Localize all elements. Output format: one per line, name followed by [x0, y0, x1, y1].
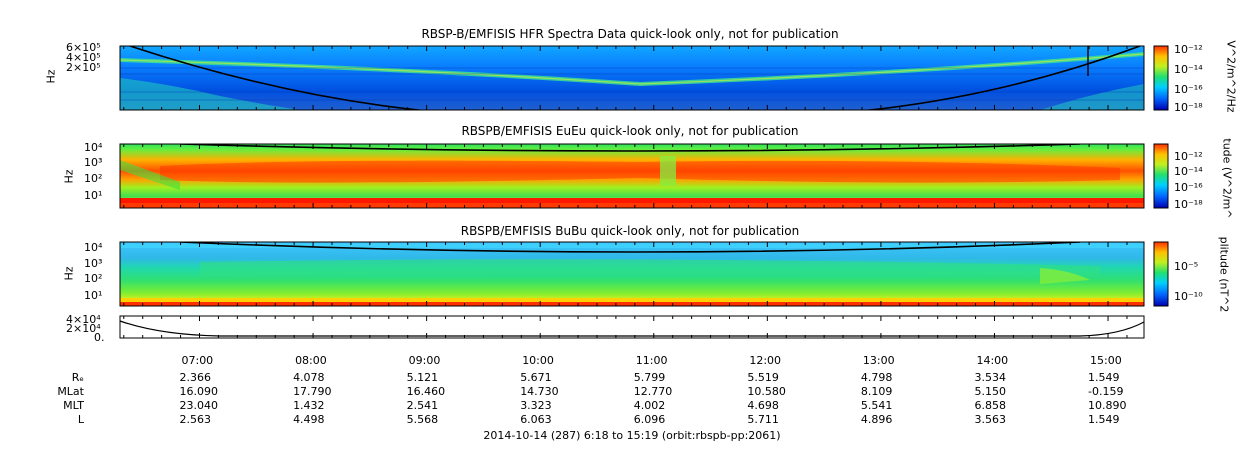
panel-1-title: RBSP-B/EMFISIS HFR Spectra Data quick-lo…: [421, 27, 839, 41]
panel-2-title: RBSPB/EMFISIS EuEu quick-look only, not …: [461, 124, 799, 138]
ephemeris-value: 6.858: [974, 399, 1006, 412]
cb1-tick: 10⁻¹⁴: [1174, 63, 1203, 76]
x-tick-label: 07:00: [181, 354, 214, 367]
bubu-spectrogram: [120, 242, 1144, 306]
cb1-tick: 10⁻¹⁶: [1174, 83, 1203, 96]
x-tick-label: 08:00: [295, 354, 327, 367]
ephemeris-value: 3.534: [974, 371, 1006, 384]
x-tick-label: 15:00: [1090, 354, 1122, 367]
panel-3-ytick: 10²: [84, 272, 103, 285]
panel-1-ytick: 2×10⁵: [66, 61, 101, 74]
cb3-tick: 10⁻⁵: [1174, 260, 1199, 273]
ephemeris-value: 4.078: [293, 371, 325, 384]
cb2-tick: 10⁻¹⁸: [1174, 198, 1203, 211]
panel-2-ytick: 10³: [84, 156, 103, 169]
ephemeris-value: 23.040: [179, 399, 218, 412]
panel-4-ytick: 0.: [94, 331, 105, 344]
colorbar-1: [1153, 45, 1169, 111]
ephemeris-value: 5.541: [860, 399, 893, 412]
cb2-tick: 10⁻¹⁶: [1174, 181, 1203, 194]
ephemeris-value: 1.549: [1088, 413, 1120, 426]
panel-3-ytick: 10¹: [84, 289, 103, 302]
ephemeris-value: 5.121: [406, 371, 439, 384]
ephemeris-value: 4.002: [633, 399, 666, 412]
ephemeris-row-label: MLat: [57, 385, 84, 398]
ephemeris-value: 2.366: [179, 371, 211, 384]
ephemeris-value: 12.770: [633, 385, 673, 398]
panel-3-ytick: 10⁴: [84, 241, 103, 254]
ephemeris-value: 3.323: [520, 399, 552, 412]
colorbar-2: [1153, 143, 1169, 209]
ephemeris-value: 5.671: [520, 371, 552, 384]
ephemeris-value: 16.090: [179, 385, 218, 398]
ephemeris-value: 5.519: [747, 371, 779, 384]
ephemeris-value: 8.109: [860, 385, 893, 398]
panel-2-ytick: 10¹: [84, 189, 103, 202]
ephemeris-value: 5.568: [406, 413, 439, 426]
panel-2-frame: [119, 143, 1145, 209]
ephemeris-value: 4.698: [747, 399, 779, 412]
x-tick-label: 12:00: [749, 354, 782, 367]
panel-1-frame: [119, 45, 1145, 111]
x-axis-ticks: [123, 46, 1128, 338]
ephemeris-value: 16.460: [406, 385, 446, 398]
ephemeris-value: 2.541: [406, 399, 439, 412]
panel-4-ytick: 2×10⁴: [66, 322, 101, 335]
ephemeris-value: 6.063: [520, 413, 552, 426]
ephemeris-value: 4.798: [860, 371, 893, 384]
cb3-tick: 10⁻¹⁰: [1174, 290, 1203, 303]
panel-1-ytick: 6×10⁵: [66, 41, 101, 54]
panel-3-title: RBSPB/EMFISIS BuBu quick-look only, not …: [460, 224, 800, 238]
x-tick-label: 09:00: [408, 354, 441, 367]
ephemeris-row-label: Rₑ: [71, 371, 84, 384]
x-tick-label: 14:00: [976, 354, 1009, 367]
panel-2-ytick: 10²: [84, 172, 103, 185]
ephemeris-value: 10.580: [747, 385, 786, 398]
panel-2-ytick: 10⁴: [84, 141, 103, 154]
ephemeris-value: -0.159: [1088, 385, 1124, 398]
ephemeris-value: 6.096: [633, 413, 666, 426]
ephemeris-value: 4.498: [293, 413, 325, 426]
eueu-spectrogram: [120, 144, 1144, 208]
cb1-tick: 10⁻¹²: [1174, 43, 1203, 56]
ephemeris-row-label: L: [77, 413, 84, 426]
panel-3-ytick: 10³: [84, 257, 103, 270]
ephemeris-value: 4.896: [860, 413, 893, 426]
colorbar-3: [1153, 241, 1169, 307]
line-panel: [119, 315, 1145, 339]
ephemeris-value: 5.711: [747, 413, 779, 426]
hfr-spectrogram: [120, 46, 1144, 110]
panel-4-ytick: 4×10⁴: [66, 313, 101, 326]
x-tick-label: 11:00: [635, 354, 668, 367]
panel-1-ytick: 4×10⁵: [66, 51, 101, 64]
ephemeris-value: 14.730: [520, 385, 559, 398]
panel-3-frame: [119, 241, 1145, 307]
ephemeris-value: 5.150: [974, 385, 1006, 398]
ephemeris-value: 3.563: [974, 413, 1006, 426]
ephemeris-value: 10.890: [1088, 399, 1127, 412]
x-tick-label: 10:00: [522, 354, 554, 367]
ephemeris-value: 1.432: [293, 399, 325, 412]
footer-caption: 2014-10-14 (287) 6:18 to 15:19 (orbit:rb…: [483, 429, 781, 442]
ephemeris-value: 2.563: [179, 413, 211, 426]
x-tick-label: 13:00: [862, 354, 895, 367]
cb2-tick: 10⁻¹⁴: [1174, 165, 1203, 178]
ephemeris-value: 5.799: [633, 371, 666, 384]
ephemeris-value: 17.790: [293, 385, 332, 398]
cb1-tick: 10⁻¹⁸: [1174, 101, 1203, 114]
ephemeris-row-label: MLT: [63, 399, 84, 412]
ephemeris-value: 1.549: [1088, 371, 1120, 384]
cb2-tick: 10⁻¹²: [1174, 150, 1203, 163]
